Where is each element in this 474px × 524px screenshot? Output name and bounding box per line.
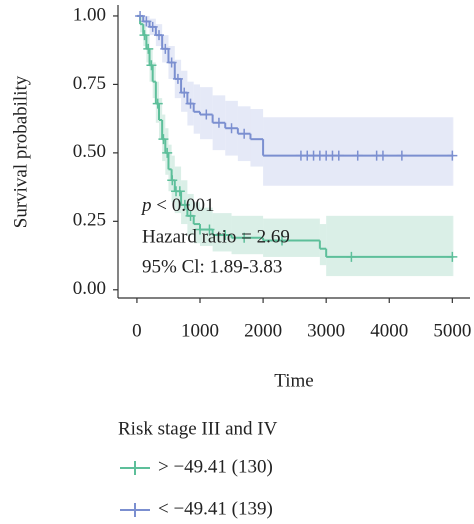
censor-mark — [239, 128, 250, 139]
censor-mark — [352, 150, 363, 161]
y-axis-label: Survival probability — [10, 75, 31, 228]
censor-mark — [195, 224, 206, 235]
confidence-band — [326, 215, 453, 277]
confidence-band — [250, 109, 264, 167]
confidence-band — [231, 215, 264, 255]
confidence-interval: 95% Cl: 1.89-3.83 — [142, 256, 282, 277]
confidence-band — [152, 62, 156, 99]
legend-label: < −49.41 (139) — [158, 498, 273, 519]
censor-mark — [346, 251, 357, 262]
censor-mark — [146, 60, 157, 71]
censor-mark — [172, 73, 183, 84]
censor-mark — [185, 210, 196, 221]
censor-mark — [162, 147, 173, 158]
confidence-band — [212, 213, 232, 252]
x-tick-label: 4000 — [370, 320, 408, 341]
censor-mark — [185, 98, 196, 109]
censor-mark — [220, 230, 231, 241]
y-tick-label: 0.50 — [73, 141, 106, 162]
confidence-band — [171, 155, 175, 203]
p-value: p < 0.001 — [140, 195, 214, 216]
x-tick-label: 5000 — [433, 320, 471, 341]
y-tick-label: 0.25 — [73, 210, 106, 231]
x-tick-label: 3000 — [307, 320, 345, 341]
confidence-band — [174, 166, 182, 214]
censor-mark — [213, 117, 224, 128]
censor-mark — [135, 10, 146, 21]
legend-symbol — [120, 461, 150, 475]
confidence-band — [193, 202, 201, 244]
censor-mark — [152, 98, 163, 109]
censor-mark — [179, 199, 190, 210]
x-tick-label: 0 — [132, 320, 142, 341]
y-tick-label: 0.75 — [73, 73, 106, 94]
y-tick-label: 0.00 — [73, 278, 106, 299]
censor-mark — [174, 186, 185, 197]
censor-mark — [141, 16, 152, 27]
censor-mark — [277, 235, 288, 246]
censor-mark — [158, 134, 169, 145]
censor-mark — [143, 43, 154, 54]
censor-mark — [179, 87, 190, 98]
censor-mark — [396, 150, 407, 161]
confidence-band — [452, 215, 454, 277]
legend-title: Risk stage III and IV — [118, 418, 278, 439]
p-label: p — [140, 195, 152, 216]
censor-mark — [447, 150, 458, 161]
censor-mark — [239, 232, 250, 243]
y-tick-label: 1.00 — [73, 4, 106, 25]
x-tick-label: 2000 — [244, 320, 282, 341]
confidence-band — [159, 98, 163, 140]
p-text: < 0.001 — [156, 195, 214, 216]
censor-mark — [139, 30, 150, 41]
censor-mark — [333, 150, 344, 161]
censor-mark — [160, 43, 171, 54]
legend-label: > −49.41 (130) — [158, 456, 273, 477]
censor-mark — [201, 109, 212, 120]
censor-mark — [447, 251, 458, 262]
confidence-band — [319, 224, 327, 266]
confidence-band — [168, 144, 172, 192]
lines — [135, 10, 458, 262]
confidence-band — [200, 207, 213, 246]
censor-mark — [226, 123, 237, 134]
censor-mark — [147, 21, 158, 32]
censor-mark — [377, 150, 388, 161]
confidence-band — [263, 218, 320, 257]
legend-symbol — [120, 503, 150, 517]
censor-mark — [167, 175, 178, 186]
censor-mark — [204, 224, 215, 235]
confidence-band — [193, 84, 201, 134]
x-axis-label: Time — [274, 370, 313, 391]
hazard-ratio: Hazard ratio = 2.69 — [142, 226, 290, 247]
censor-mark — [154, 30, 165, 41]
censor-mark — [166, 57, 177, 68]
x-tick-label: 1000 — [181, 320, 219, 341]
